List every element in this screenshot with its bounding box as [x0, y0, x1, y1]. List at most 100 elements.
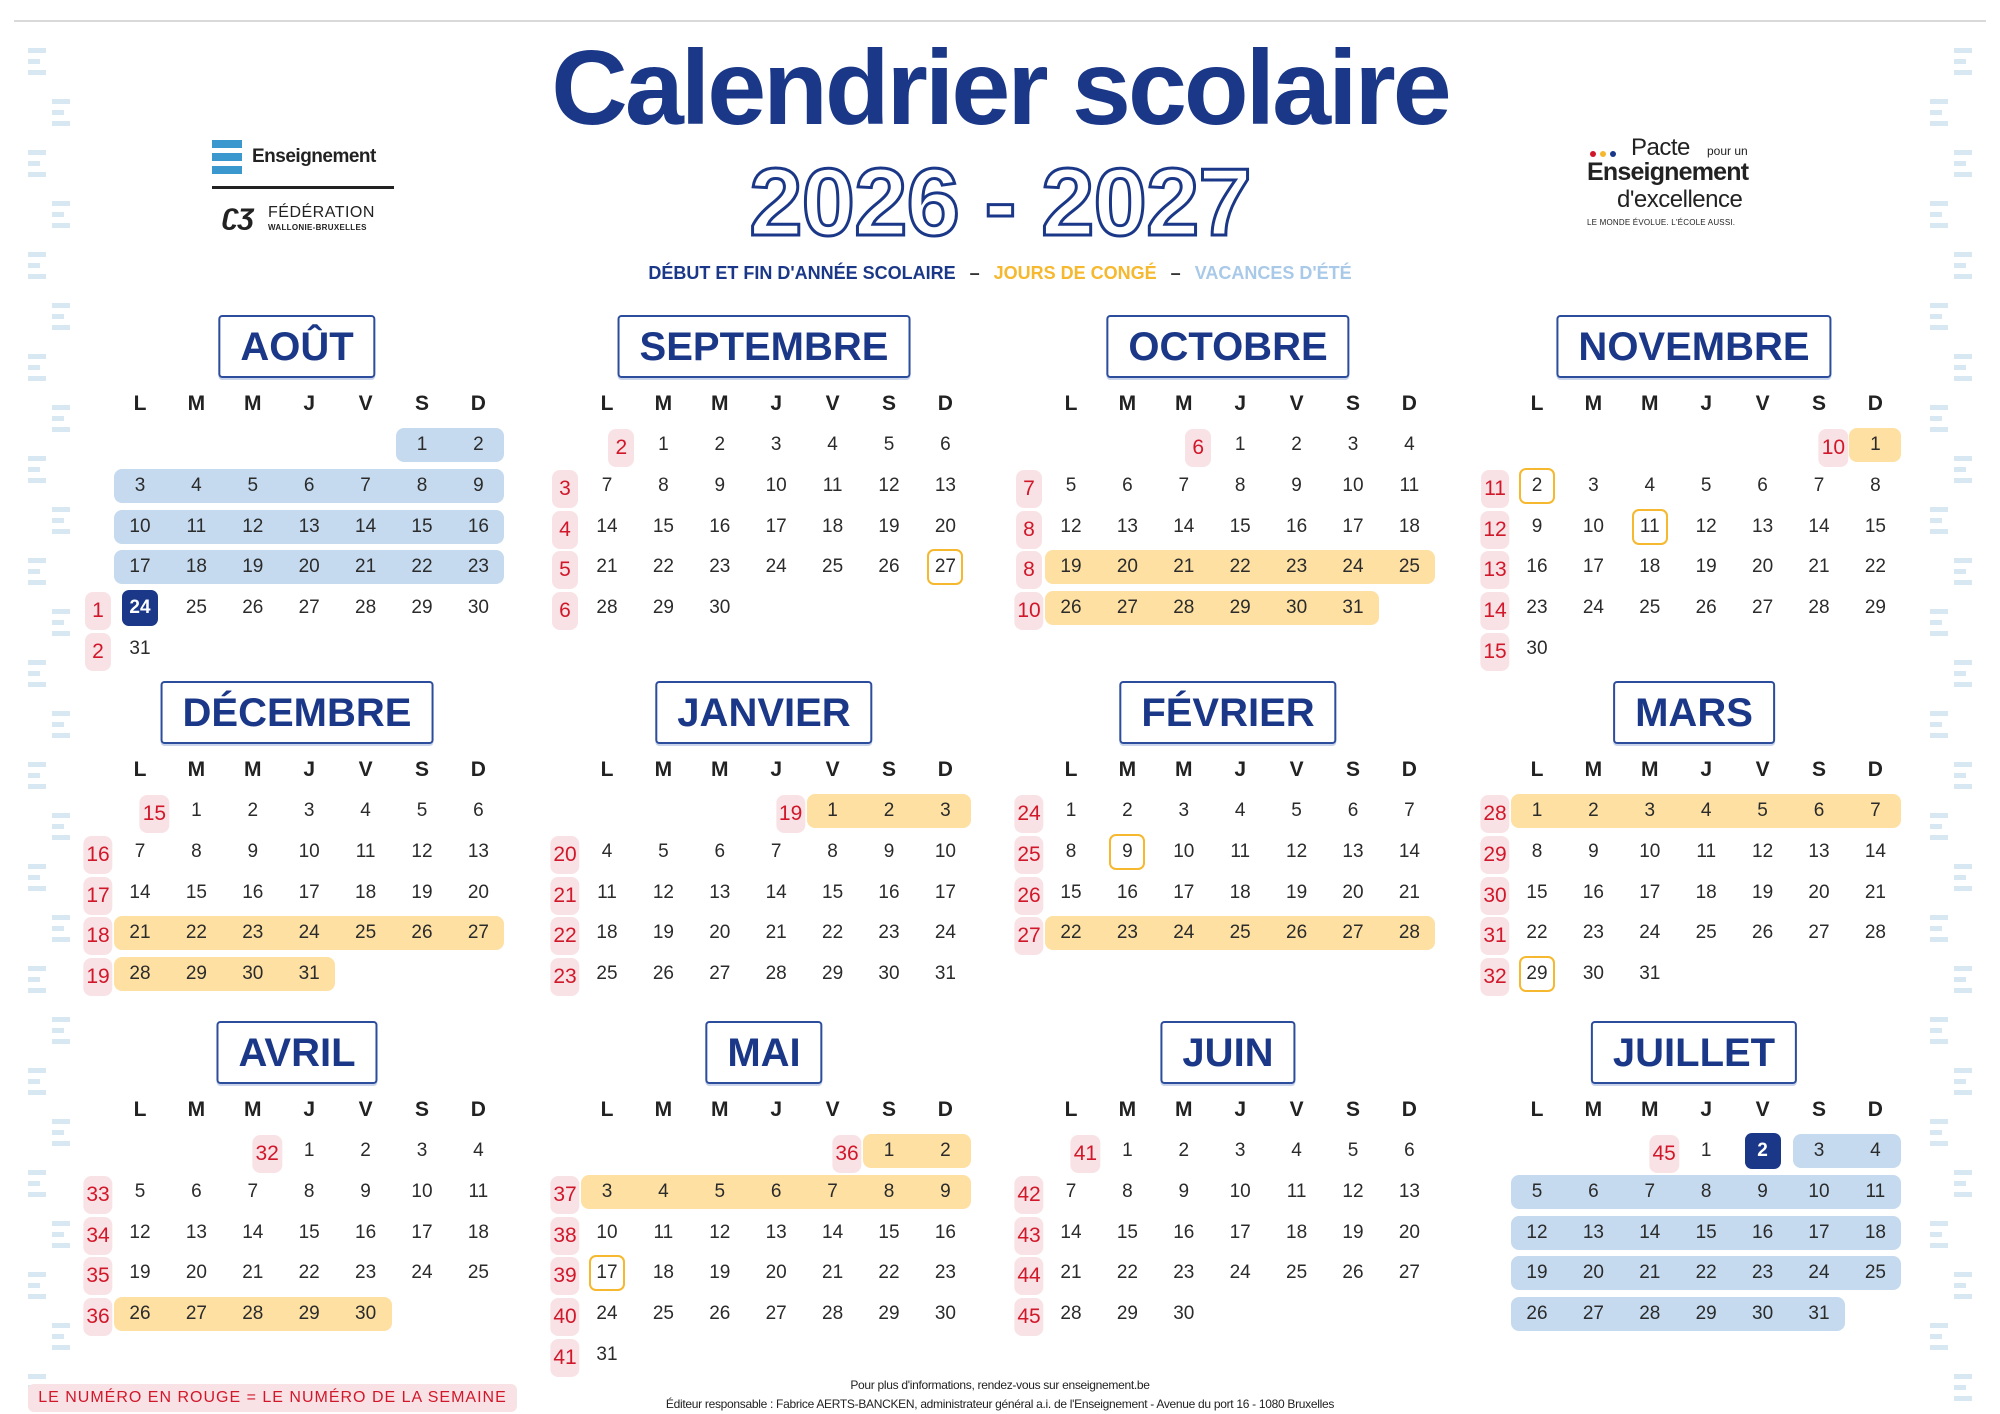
day-cell: 31 [934, 963, 956, 985]
fwb-mark-icon: ʗʒ [222, 198, 255, 231]
week-number-note: LE NUMÉRO EN ROUGE = LE NUMÉRO DE LA SEM… [28, 1384, 517, 1412]
side-dash-decoration [1930, 1323, 1948, 1356]
week-number: 28 [1480, 795, 1510, 833]
day-cell: 8 [416, 474, 428, 496]
enseignement-bars-icon [212, 140, 242, 179]
summer-holiday-band [1511, 1256, 1902, 1291]
day-cell: 29 [1864, 597, 1886, 619]
day-cell: 13 [467, 840, 489, 862]
weekday-header: V [825, 392, 840, 415]
day-cell: 29 [652, 597, 674, 619]
day-cell: 19 [411, 881, 433, 903]
week-number: 17 [83, 876, 113, 915]
day-cell: 12 [411, 840, 433, 862]
month-title: AOÛT [218, 315, 376, 378]
side-dash-decoration [1954, 1272, 1972, 1305]
day-cell: 8 [1122, 1180, 1133, 1202]
day-cell: 22 [1864, 556, 1886, 578]
day-cell: 14 [1173, 515, 1195, 537]
day-cell: 11 [1639, 515, 1660, 537]
side-dash-decoration [1954, 1068, 1972, 1101]
side-dash-decoration [1954, 1170, 1972, 1203]
month-title: MAI [705, 1021, 823, 1084]
month-title: NOVEMBRE [1556, 315, 1832, 378]
week-number: 2 [85, 633, 111, 671]
weekday-header: S [1345, 392, 1360, 415]
weekday-header: D [470, 758, 486, 781]
day-cell: 21 [822, 1262, 844, 1284]
day-cell: 28 [1173, 597, 1195, 619]
day-cell: 28 [822, 1303, 844, 1325]
day-cell: 14 [1060, 1221, 1082, 1243]
day-cell: 17 [765, 515, 787, 537]
day-cell: 22 [878, 1262, 900, 1284]
day-cell: 4 [473, 1140, 484, 1161]
day-cell: 23 [1286, 556, 1308, 578]
weekday-header: J [1700, 392, 1713, 415]
day-cell: 20 [298, 556, 320, 578]
day-cell: 19 [1752, 881, 1774, 903]
footer-info: Pour plus d'informations, rendez-vous su… [850, 1378, 1150, 1392]
day-cell: 16 [1173, 1221, 1195, 1243]
week-number: 41 [550, 1339, 580, 1377]
day-cell: 3 [770, 434, 782, 455]
side-dash-decoration [1930, 1119, 1948, 1152]
weekday-header: L [1530, 758, 1544, 781]
weekday-header: M [1118, 758, 1137, 781]
day-cell: 9 [473, 474, 484, 496]
holiday-band [114, 916, 505, 951]
weekday-header: D [937, 392, 953, 415]
weekday-header: L [1064, 1098, 1078, 1121]
weekday-header: D [1401, 392, 1417, 415]
week-number: 2 [608, 429, 635, 467]
weekday-header: D [470, 1098, 486, 1121]
side-dash-decoration [1930, 1017, 1948, 1050]
day-cell: 5 [416, 800, 428, 821]
week-number: 13 [1480, 551, 1510, 590]
weekday-header: S [414, 392, 429, 415]
day-cell: 7 [1813, 474, 1825, 496]
weekday-header: S [414, 1098, 429, 1121]
weekday-header: J [770, 392, 783, 415]
day-cell: 30 [355, 1303, 377, 1325]
week-number: 6 [552, 592, 578, 631]
summer-holiday-band [1511, 1174, 1902, 1209]
month-title: JUIN [1160, 1021, 1296, 1084]
day-cell: 25 [355, 922, 377, 944]
footer-editor: Éditeur responsable : Fabrice AERTS-BANC… [665, 1397, 1335, 1411]
weekday-header: M [1584, 392, 1603, 415]
day-cell: 13 [1752, 515, 1774, 537]
holiday-band [863, 1134, 972, 1168]
day-cell: 24 [411, 1262, 433, 1284]
day-cell: 13 [185, 1221, 207, 1243]
day-off-marker [1109, 833, 1146, 870]
side-dash-decoration [1954, 558, 1972, 591]
side-dash-decoration [28, 1068, 46, 1101]
day-cell: 11 [355, 840, 376, 862]
weekday-header: L [1064, 758, 1078, 781]
day-cell: 6 [191, 1180, 202, 1202]
weekday-header: M [1175, 1098, 1193, 1121]
day-cell: 2 [1291, 434, 1302, 455]
day-cell: 14 [1864, 840, 1886, 862]
week-number: 21 [550, 876, 580, 915]
day-cell: 11 [1696, 840, 1717, 862]
weekday-header: S [881, 1098, 896, 1121]
day-cell: 13 [1808, 840, 1830, 862]
day-cell: 27 [467, 922, 489, 944]
day-cell: 24 [765, 556, 787, 578]
day-cell: 6 [1404, 1140, 1415, 1161]
day-cell: 3 [1644, 800, 1656, 821]
day-cell: 12 [1695, 515, 1717, 537]
day-cell: 10 [411, 1180, 433, 1202]
weekday-header: J [1234, 758, 1247, 781]
day-cell: 9 [1757, 1180, 1768, 1202]
day-cell: 19 [709, 1262, 731, 1284]
day-cell: 14 [1398, 840, 1420, 862]
day-cell: 21 [1060, 1262, 1082, 1284]
day-cell: 13 [709, 881, 731, 903]
day-cell: 16 [1526, 556, 1548, 578]
day-cell: 20 [934, 515, 956, 537]
day-cell: 21 [1864, 881, 1886, 903]
day-cell: 10 [596, 1221, 618, 1243]
